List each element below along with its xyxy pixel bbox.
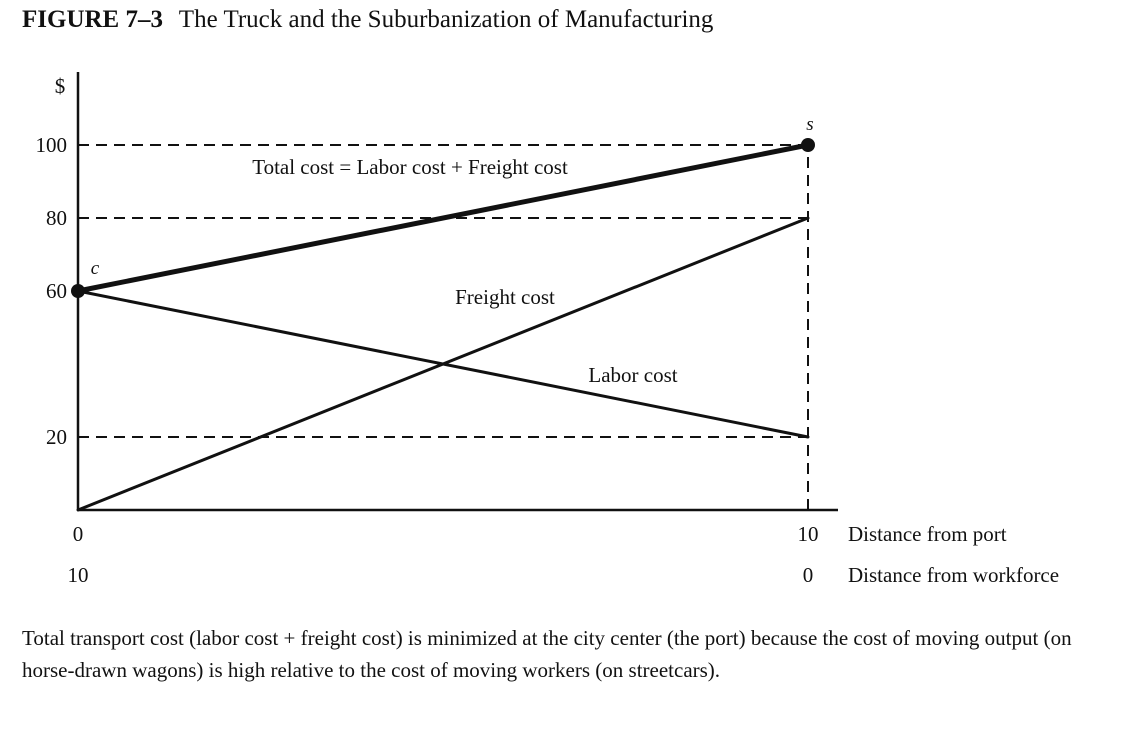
x-tick-right-distance-from-workforce: 0 xyxy=(803,563,814,587)
point-label-c: c xyxy=(91,258,100,279)
figure-caption: Total transport cost (labor cost + freig… xyxy=(22,626,1072,682)
point-label-s: s xyxy=(806,114,813,135)
y-tick-label-100: 100 xyxy=(36,133,68,157)
point-c xyxy=(71,284,85,298)
figure-number: FIGURE 7–3 xyxy=(22,6,163,33)
x-tick-right-distance-from-port: 10 xyxy=(798,522,819,546)
x-tick-left-distance-from-workforce: 10 xyxy=(68,563,89,587)
figure-title-text: The Truck and the Suburbanization of Man… xyxy=(178,6,714,33)
y-tick-label-80: 80 xyxy=(46,206,67,230)
series-label-total-cost-labor-cost-freight-cost: Total cost = Labor cost + Freight cost xyxy=(252,155,568,179)
point-s xyxy=(801,138,815,152)
y-axis-label: $ xyxy=(55,74,66,98)
series-line-total-cost-labor-cost-freight-cost xyxy=(75,142,811,294)
series-label-freight-cost: Freight cost xyxy=(455,285,555,309)
series-line-labor-cost xyxy=(76,289,810,439)
series-label-labor-cost: Labor cost xyxy=(588,363,677,387)
x-axis-label-distance-from-port: Distance from port xyxy=(848,522,1007,546)
y-tick-label-20: 20 xyxy=(46,425,67,449)
y-tick-label-60: 60 xyxy=(46,279,67,303)
x-tick-left-distance-from-port: 0 xyxy=(73,522,84,546)
figure-title: FIGURE 7–3 The Truck and the Suburbaniza… xyxy=(22,6,713,34)
x-axis-label-distance-from-workforce: Distance from workforce xyxy=(848,563,1059,587)
